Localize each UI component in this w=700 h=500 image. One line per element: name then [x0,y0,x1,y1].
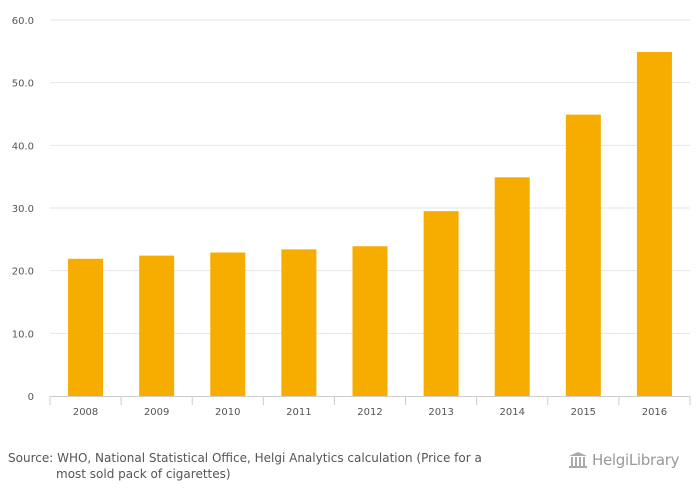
helgi-library-logo: HelgiLibrary [568,448,680,472]
bars [68,51,672,397]
y-tick-labels: 0 10.0 20.0 30.0 40.0 50.0 60.0 [12,16,34,403]
source-note: Source: WHO, National Statistical Office… [8,450,528,482]
y-tick-label: 40.0 [12,141,34,152]
bar-2013 [423,211,459,396]
brand-name: HelgiLibrary [592,451,680,469]
y-tick-label: 60.0 [12,16,34,27]
axes [49,396,691,405]
bar-2011 [281,249,317,396]
bar-2016 [636,51,672,397]
library-building-icon [569,452,587,468]
x-tick-labels: 2008 2009 2010 2011 2012 2013 2014 2015 2016 [73,407,667,418]
bar-2008 [68,258,104,396]
source-line-1: Source: WHO, National Statistical Office… [8,451,482,465]
bar-2012 [352,246,388,396]
x-tick-label: 2011 [286,407,311,418]
source-line-2: most sold pack of cigarettes) [56,467,231,481]
y-tick-label: 20.0 [12,267,34,278]
x-tick-label: 2013 [428,407,453,418]
y-tick-label: 0 [28,392,34,403]
bar-2010 [210,252,246,396]
x-tick-label: 2009 [144,407,169,418]
bar-chart: 010.020.030.040.050.060.0 2008 2009 2010 20… [12,16,691,418]
chart-footer: Source: WHO, National Statistical Office… [0,440,700,500]
x-tick-label: 2008 [73,407,98,418]
x-tick-label: 2012 [357,407,382,418]
x-tick-label: 2016 [642,407,667,418]
y-tick-label: 50.0 [12,79,34,90]
y-tick-label: 30.0 [12,204,34,215]
y-tick-label: 10.0 [12,329,34,340]
x-tick-label: 2015 [571,407,596,418]
bar-2014 [494,177,530,396]
bar-2015 [565,114,601,397]
x-tick-label: 2010 [215,407,240,418]
x-tick-label: 2014 [499,407,524,418]
bar-2009 [139,255,175,396]
